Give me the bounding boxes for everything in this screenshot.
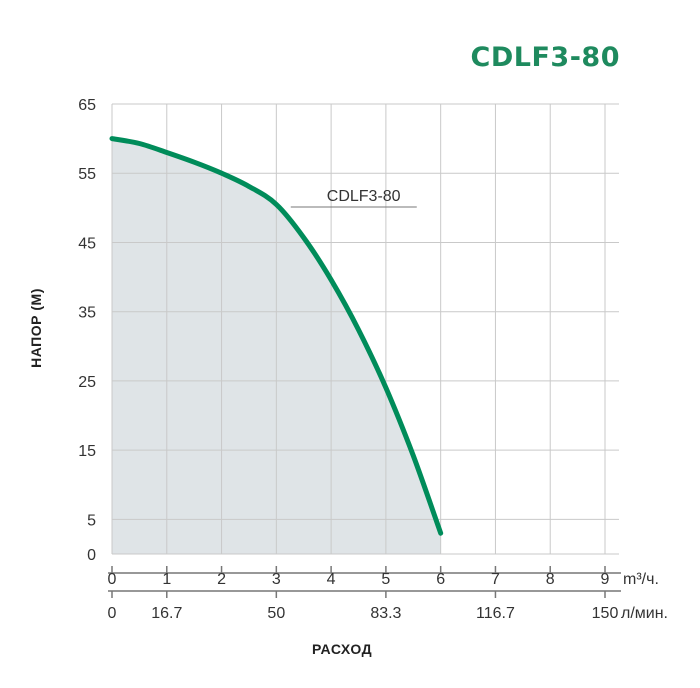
x-secondary-unit: л/мин. [621, 605, 668, 622]
y-tick-label: 15 [78, 443, 96, 460]
x-primary-tick-label: 3 [272, 571, 281, 588]
x-primary-tick-label: 0 [108, 571, 117, 588]
x-primary-tick-label: 4 [327, 571, 336, 588]
x-secondary-tick-label: 50 [267, 605, 285, 622]
y-tick-label: 0 [87, 547, 96, 564]
y-tick-label: 65 [78, 97, 96, 114]
x-primary-tick-label: 2 [217, 571, 226, 588]
y-tick-label: 35 [78, 305, 96, 322]
y-tick-label: 45 [78, 235, 96, 252]
x-primary-tick-label: 6 [436, 571, 445, 588]
performance-curve-line [109, 136, 444, 536]
x-primary-tick-label: 8 [546, 571, 555, 588]
x-secondary-tick-label: 0 [108, 605, 117, 622]
x-primary-tick-label: 9 [601, 571, 610, 588]
y-tick-label: 5 [87, 512, 96, 529]
x-primary-tick-label: 1 [162, 571, 171, 588]
x-primary-tick-label: 7 [491, 571, 500, 588]
x-primary-unit: m³/ч. [623, 571, 659, 588]
chart-title: CDLF3-80 [470, 42, 620, 73]
x-axis-label: РАСХОД [311, 641, 373, 657]
x-secondary-tick-label: 83.3 [370, 605, 401, 622]
y-tick-label: 25 [78, 374, 96, 391]
x-secondary-tick-label: 150 [592, 605, 619, 622]
y-tick-label: 55 [78, 166, 96, 183]
series-label: CDLF3-80 [327, 188, 401, 205]
x-secondary-tick-label: 16.7 [151, 605, 182, 622]
x-primary-tick-label: 5 [381, 571, 390, 588]
x-secondary-tick-label: 116.7 [476, 605, 515, 622]
